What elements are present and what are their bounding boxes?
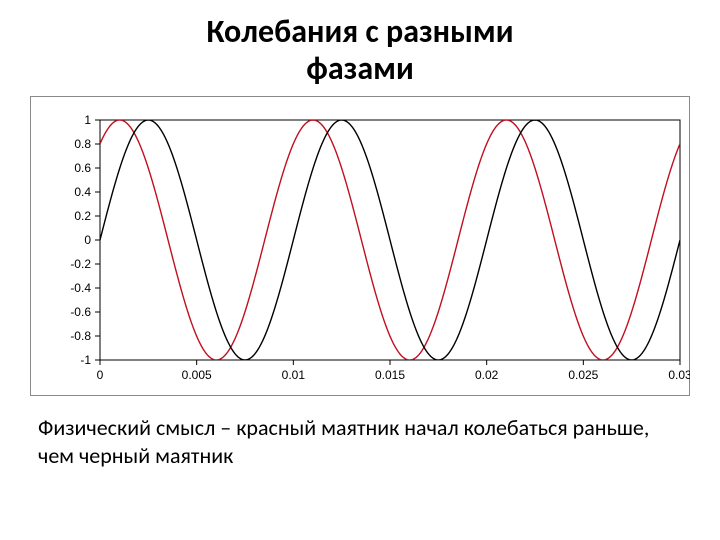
svg-text:0.02: 0.02 <box>475 368 499 382</box>
caption-text: Физический смысл – красный маятник начал… <box>30 414 690 471</box>
svg-text:-0.8: -0.8 <box>70 329 91 343</box>
svg-text:-0.2: -0.2 <box>70 257 91 271</box>
svg-text:0.01: 0.01 <box>282 368 306 382</box>
svg-text:0: 0 <box>97 368 104 382</box>
svg-text:0.03: 0.03 <box>668 368 690 382</box>
svg-text:0.6: 0.6 <box>74 161 91 175</box>
svg-text:1: 1 <box>84 113 91 127</box>
svg-text:0.2: 0.2 <box>74 209 91 223</box>
svg-text:-0.6: -0.6 <box>70 305 91 319</box>
svg-text:0.8: 0.8 <box>74 137 91 151</box>
svg-text:-1: -1 <box>80 353 91 367</box>
svg-text:0: 0 <box>84 233 91 247</box>
chart-container: 0 0.005 0.01 0.015 0.02 0.025 0.03 -1 -0.8 -0.6 -0… <box>30 96 690 396</box>
svg-text:-0.4: -0.4 <box>70 281 91 295</box>
svg-text:0.005: 0.005 <box>182 368 212 382</box>
slide-title: Колебания с разнымифазами <box>30 14 690 88</box>
svg-text:0.015: 0.015 <box>375 368 405 382</box>
svg-text:0.4: 0.4 <box>74 185 91 199</box>
oscillation-chart: 0 0.005 0.01 0.015 0.02 0.025 0.03 -1 -0.8 -0.6 -0… <box>30 96 690 396</box>
svg-text:0.025: 0.025 <box>568 368 598 382</box>
